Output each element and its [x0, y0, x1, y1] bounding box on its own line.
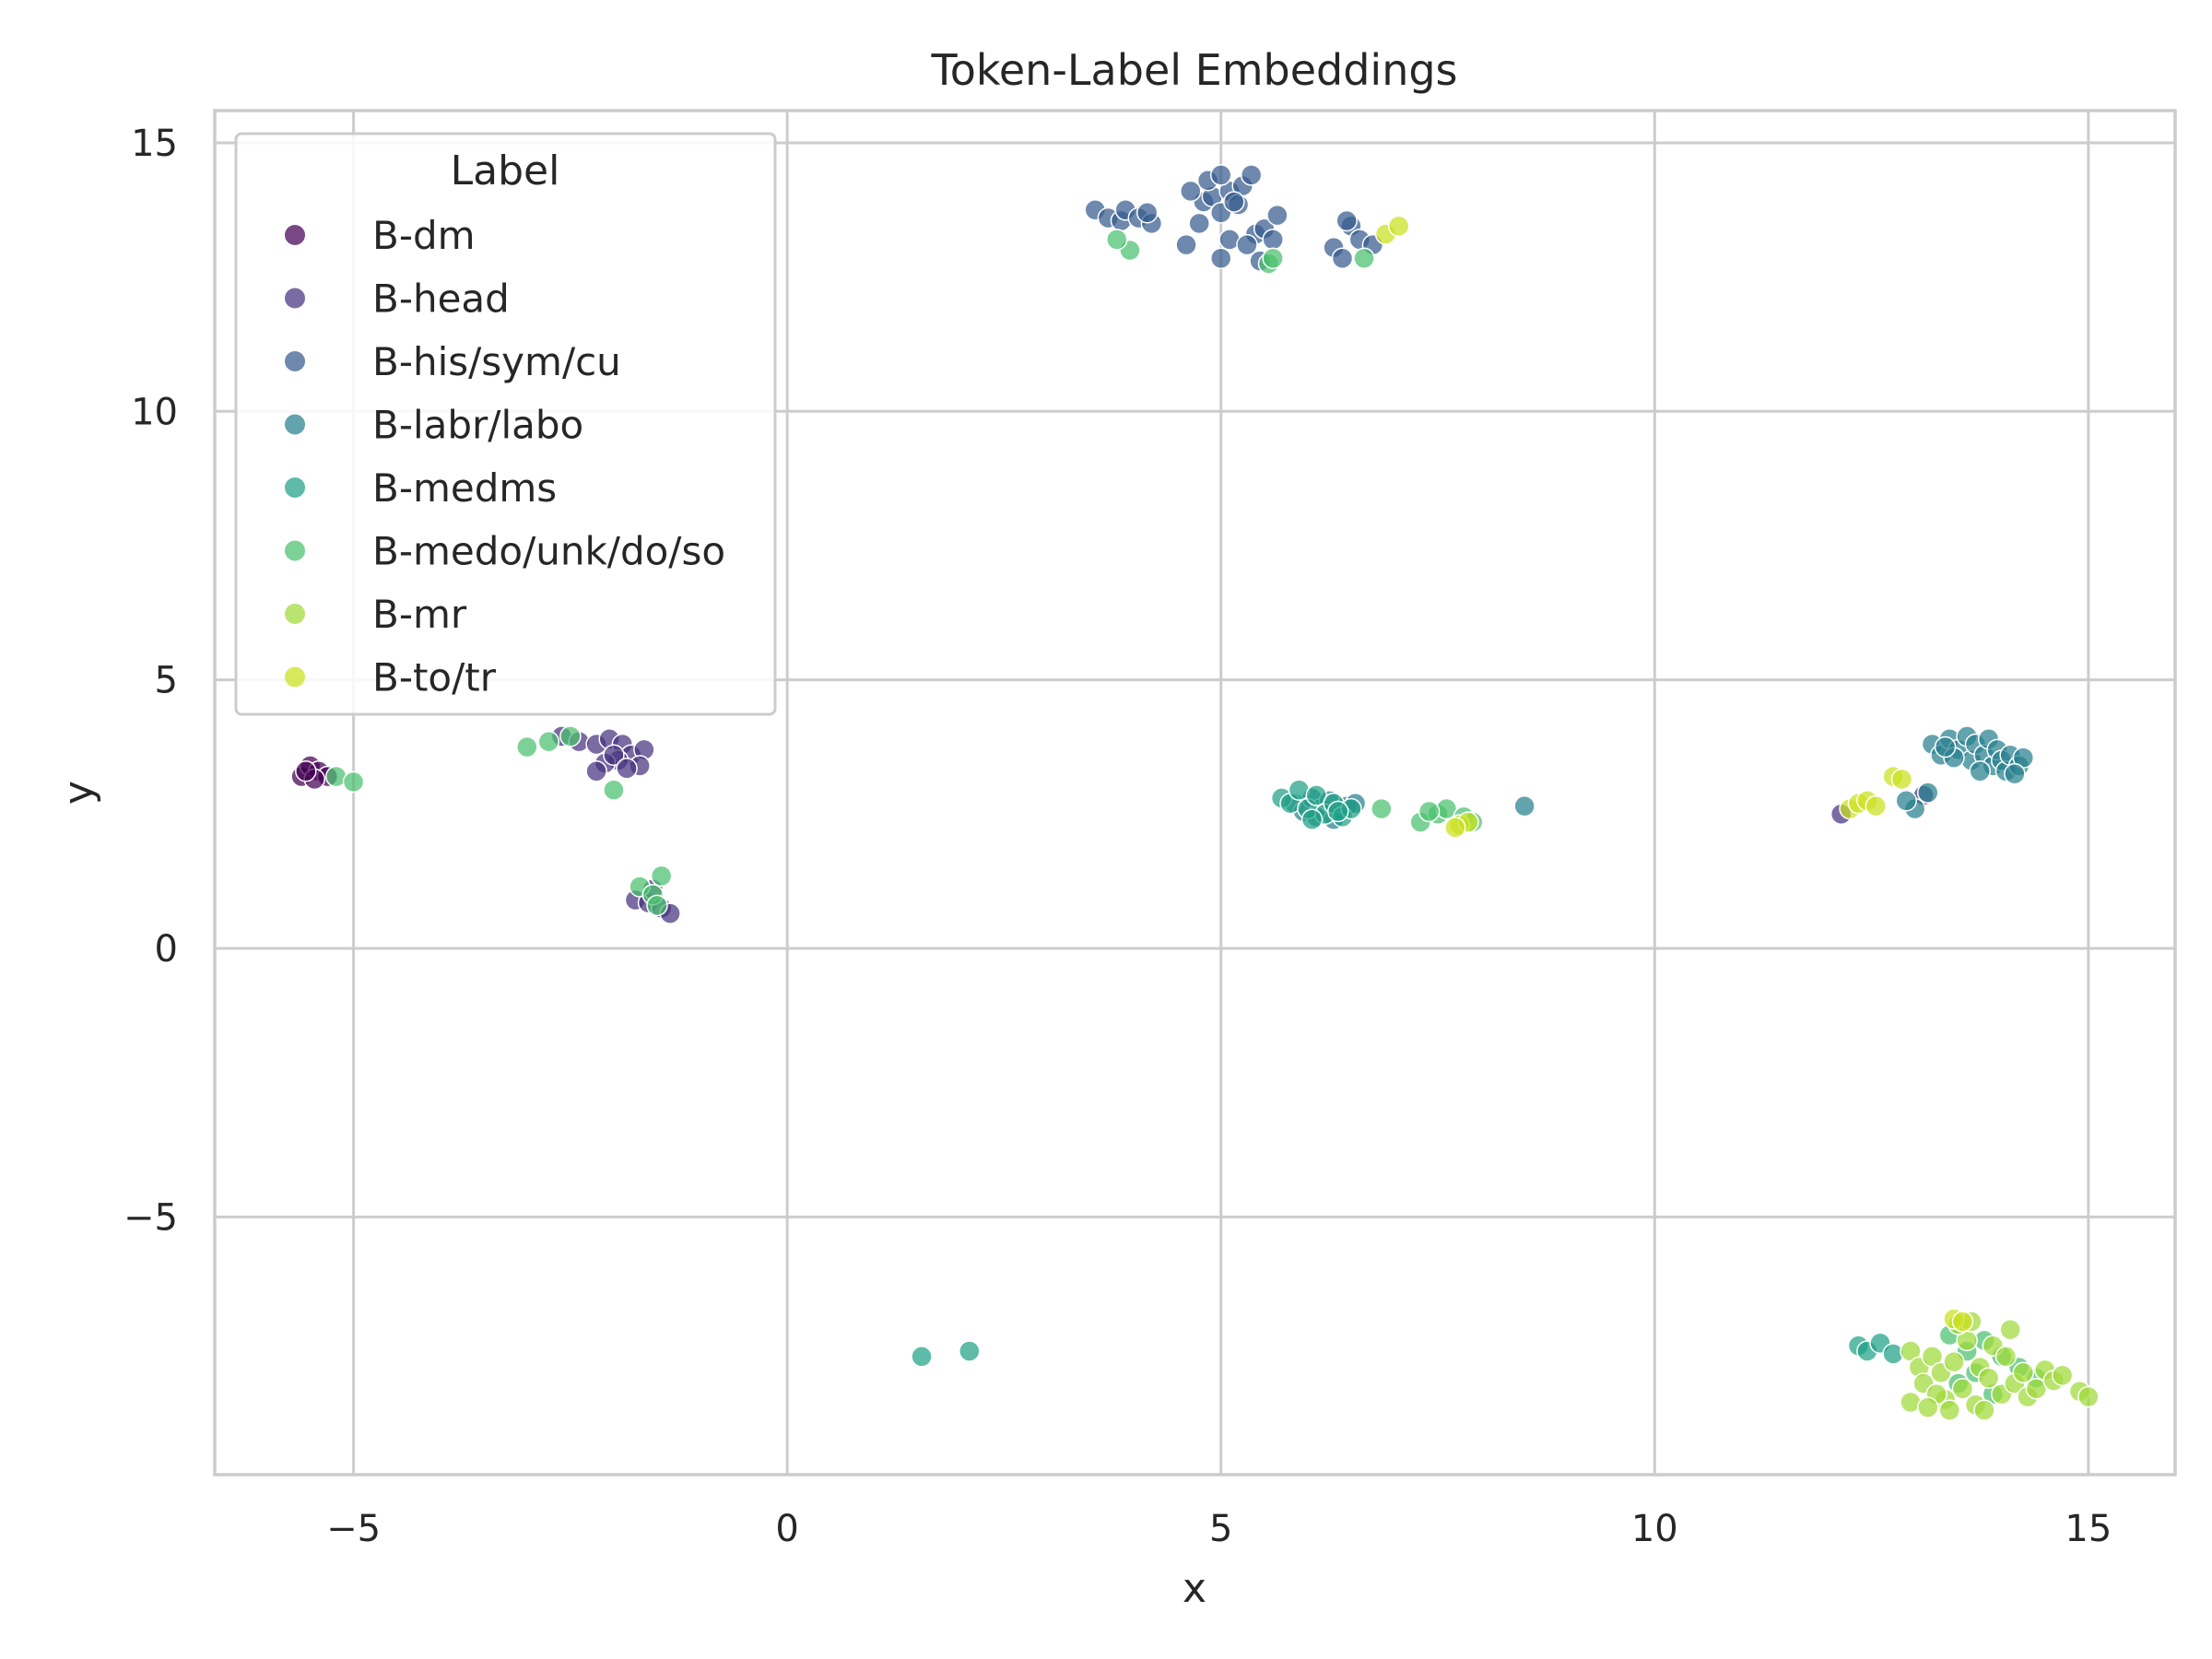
data-point: [1240, 164, 1263, 186]
data-point: [1890, 768, 1913, 791]
data-point: [1938, 1399, 1961, 1421]
data-point: [959, 1340, 981, 1362]
legend-marker: [285, 288, 305, 309]
data-point: [1444, 817, 1466, 839]
data-point: [1917, 1396, 1939, 1418]
data-point: [585, 759, 607, 782]
x-tick-label: 0: [775, 1508, 798, 1550]
x-tick-labels: −5 0 5 10 15: [326, 1508, 2112, 1550]
data-point: [537, 730, 560, 753]
y-tick-labels: −5 0 5 10 15: [124, 123, 178, 1239]
y-tick-label: 0: [155, 928, 178, 971]
legend: Label B-dmB-headB-his/sym/cuB-labr/laboB…: [234, 132, 777, 716]
data-point: [1977, 1367, 2000, 1389]
legend-marker: [285, 351, 305, 371]
legend-marker: [285, 666, 305, 688]
x-tick-label: 5: [1209, 1508, 1232, 1550]
data-point: [295, 759, 317, 782]
data-point: [1917, 782, 1939, 804]
data-point: [1994, 1346, 2018, 1368]
legend-label: B-medo/unk/do/so: [372, 529, 725, 574]
data-point: [1418, 800, 1441, 823]
data-point: [2004, 762, 2026, 785]
data-point: [1262, 247, 1284, 269]
legend-label: B-his/sym/cu: [372, 339, 621, 384]
data-point: [1262, 229, 1284, 251]
data-point: [1951, 1311, 1974, 1333]
data-point: [342, 771, 365, 794]
legend-label: B-labr/labo: [372, 403, 583, 448]
x-tick-label: 15: [2065, 1508, 2112, 1550]
legend-title: Label: [451, 147, 560, 194]
data-point: [1266, 204, 1288, 227]
legend-marker: [285, 540, 305, 561]
y-tick-label: 5: [155, 660, 178, 702]
data-point: [616, 758, 638, 780]
data-point: [1188, 212, 1210, 235]
data-points: [290, 164, 2100, 1421]
data-point: [2012, 1361, 2035, 1384]
data-point: [1973, 1399, 1995, 1421]
data-point: [1371, 797, 1393, 820]
data-point: [603, 779, 625, 801]
y-axis-label: y: [55, 781, 102, 805]
data-point: [1895, 789, 1917, 812]
data-point: [1934, 735, 1957, 759]
legend-box: [234, 132, 777, 716]
legend-label: B-dm: [372, 213, 476, 258]
data-point: [1175, 233, 1197, 256]
data-point: [1387, 215, 1410, 238]
data-point: [911, 1346, 933, 1368]
data-point: [1106, 229, 1128, 251]
x-axis-label: x: [1182, 1565, 1206, 1612]
legend-marker: [285, 477, 305, 498]
legend-label: B-head: [372, 276, 510, 322]
y-tick-label: 10: [131, 391, 178, 433]
legend-marker: [285, 604, 305, 624]
data-point: [603, 744, 625, 766]
data-point: [559, 725, 582, 747]
chart-title: Token-Label Embeddings: [930, 45, 1457, 95]
data-point: [1335, 209, 1358, 232]
data-point: [1135, 201, 1159, 224]
y-tick-label: 15: [131, 123, 178, 165]
data-point: [1236, 233, 1258, 256]
data-point: [1331, 247, 1354, 269]
data-point: [2077, 1385, 2100, 1408]
data-point: [1209, 247, 1232, 269]
data-point: [1865, 794, 1888, 818]
y-tick-label: −5: [124, 1196, 178, 1239]
data-point: [1943, 1350, 1965, 1373]
legend-label: B-medms: [372, 465, 557, 511]
data-point: [1209, 164, 1232, 186]
data-point: [516, 735, 538, 759]
grid-lines: [215, 111, 2175, 1475]
data-point: [1513, 794, 1535, 818]
x-tick-label: 10: [1631, 1508, 1678, 1550]
legend-marker: [285, 225, 305, 245]
data-point: [1180, 180, 1202, 203]
legend-items: B-dm B-head B-his/sym/cu B-labr/labo B-medms…: [285, 213, 725, 700]
data-point: [646, 894, 668, 917]
data-point: [1223, 191, 1245, 213]
data-point: [1951, 1378, 1974, 1400]
data-point: [1353, 247, 1375, 269]
data-point: [1999, 1318, 2021, 1341]
data-point: [1327, 800, 1349, 823]
data-point: [650, 865, 673, 888]
legend-label: B-to/tr: [372, 655, 497, 700]
data-point: [1969, 759, 1991, 782]
x-tick-label: −5: [326, 1508, 381, 1550]
data-point: [2051, 1364, 2074, 1386]
data-point: [1300, 808, 1324, 830]
plot-frame: [213, 109, 2177, 1477]
legend-marker: [285, 414, 305, 435]
legend-label: B-mr: [372, 592, 467, 637]
